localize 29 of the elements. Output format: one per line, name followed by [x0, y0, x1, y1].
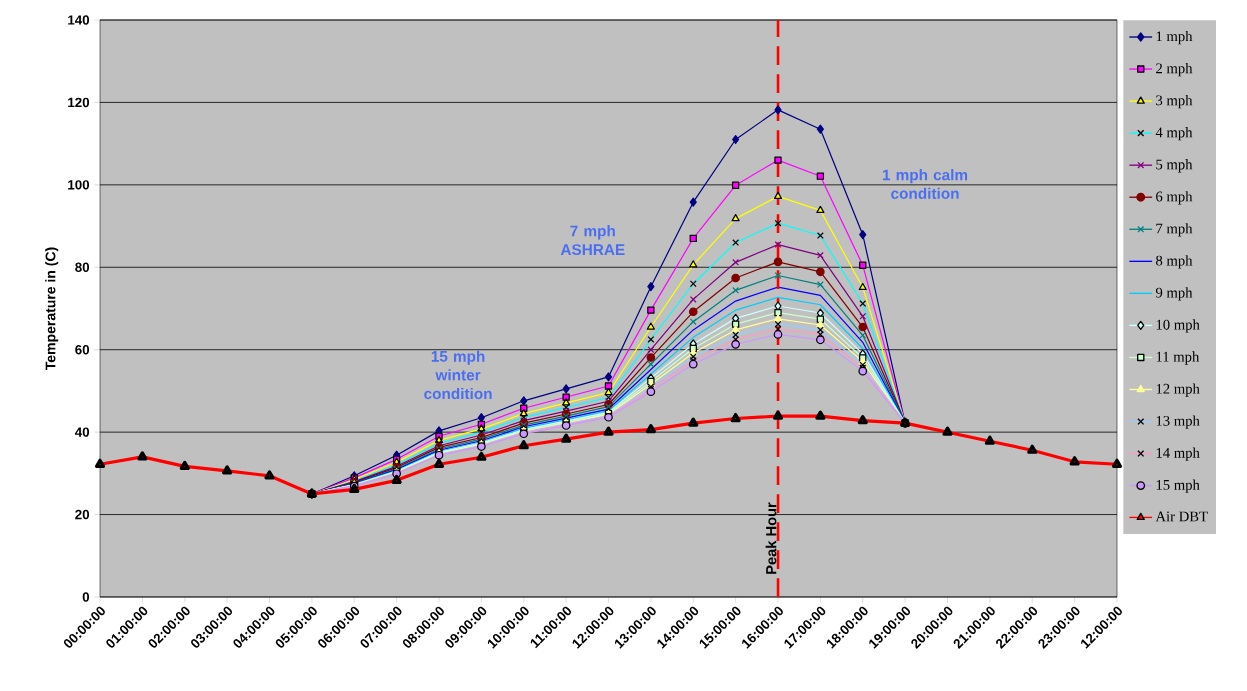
y-tick-label: 100: [68, 180, 90, 190]
legend-label: 14 mph: [1156, 447, 1200, 461]
legend-label: 6 mph: [1156, 191, 1193, 205]
ref-line-label: Peak Hour: [765, 502, 777, 574]
legend-label: 12 mph: [1156, 383, 1200, 397]
annotation: 7 mph ASHRAE: [560, 225, 625, 256]
y-tick-label: 140: [68, 15, 90, 25]
legend-label: 9 mph: [1155, 287, 1193, 301]
legend-label: 10 mph: [1156, 319, 1200, 333]
legend-label: 5 mph: [1156, 159, 1193, 173]
legend-label: 7 mph: [1156, 223, 1193, 237]
y-tick-label: 80: [75, 262, 90, 272]
legend-label: 8 mph: [1156, 255, 1193, 269]
annotation: 1 mph calm condition: [882, 169, 968, 199]
y-tick-label: 20: [75, 509, 90, 520]
annotation: 15 mph winter condition: [424, 350, 492, 400]
legend-label: 3 mph: [1156, 95, 1193, 109]
legend-label: 2 mph: [1156, 62, 1193, 77]
y-axis-title: Temperature in (C): [45, 247, 59, 371]
y-tick-label: 120: [68, 97, 90, 108]
y-tick-label: 0: [82, 592, 90, 602]
y-tick-label: 40: [74, 427, 90, 437]
y-tick-label: 60: [75, 344, 90, 355]
legend-label: 11 mph: [1156, 351, 1200, 365]
legend-label: 13 mph: [1156, 415, 1200, 429]
legend-label: 1 mph: [1156, 30, 1193, 45]
legend-label: 4 mph: [1155, 127, 1193, 141]
legend-label: 15 mph: [1156, 479, 1200, 493]
legend-label: Air DBT: [1155, 511, 1208, 522]
